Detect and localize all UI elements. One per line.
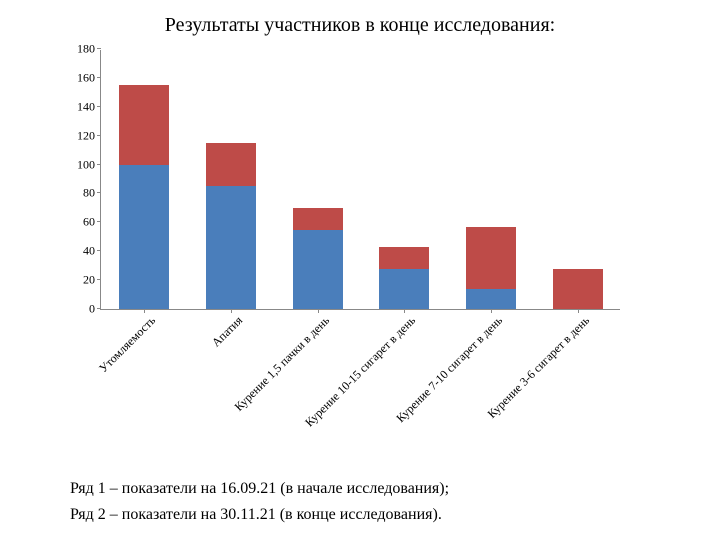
y-tick-label: 140 [77,99,101,114]
bar-segment [553,269,603,309]
y-tick-label: 60 [83,215,101,230]
x-tick-mark [578,309,579,313]
caption-line-1: Ряд 1 – показатели на 16.09.21 (в начале… [70,480,449,498]
y-tick-mark [97,106,101,107]
bar-segment [466,289,516,309]
x-tick-mark [318,309,319,313]
x-tick-label: Апатия [209,313,246,350]
y-tick-label: 180 [77,42,101,57]
x-tick-mark [404,309,405,313]
y-tick-label: 0 [89,302,101,317]
y-tick-mark [97,135,101,136]
y-tick-mark [97,48,101,49]
y-tick-label: 120 [77,128,101,143]
y-tick-mark [97,164,101,165]
y-tick-label: 80 [83,186,101,201]
bar-segment [379,269,429,309]
y-tick-mark [97,308,101,309]
x-tick-label: Курение 3-6 сигарет в день [484,313,592,421]
y-tick-label: 100 [77,157,101,172]
y-tick-mark [97,279,101,280]
bar-segment [206,143,256,186]
chart-title: Результаты участников в конце исследован… [0,14,720,37]
y-tick-mark [97,192,101,193]
y-tick-label: 20 [83,273,101,288]
bar-segment [206,186,256,309]
y-tick-mark [97,250,101,251]
y-tick-label: 40 [83,244,101,259]
caption-line-2: Ряд 2 – показатели на 30.11.21 (в конце … [70,506,442,524]
x-tick-mark [231,309,232,313]
x-tick-mark [491,309,492,313]
bar-segment [466,227,516,289]
y-tick-mark [97,77,101,78]
bar-segment [119,165,169,309]
bar-segment [293,208,343,230]
chart-plot-area: 020406080100120140160180УтомляемостьАпат… [100,50,620,310]
y-tick-label: 160 [77,70,101,85]
x-tick-mark [144,309,145,313]
x-tick-label: Курение 1,5 пачки в день [231,313,332,414]
x-tick-label: Утомляемость [96,313,159,376]
bar-segment [379,247,429,269]
y-tick-mark [97,221,101,222]
bar-segment [119,85,169,164]
bar-segment [293,230,343,309]
